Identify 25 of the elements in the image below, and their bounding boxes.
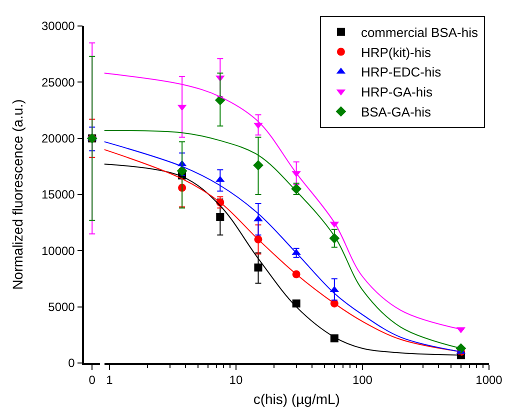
point <box>330 334 338 342</box>
x-tick-label: 1000 <box>476 373 503 388</box>
y-tick-label: 25000 <box>41 75 76 90</box>
point <box>292 299 300 308</box>
y-tick-label: 10000 <box>41 244 76 258</box>
y-tick-label: 0 <box>68 356 76 370</box>
legend-label: HRP(kit)-his <box>360 44 432 60</box>
x-tick-label: 0 <box>88 373 96 388</box>
point <box>176 166 188 176</box>
y-tick-label: 15000 <box>41 188 76 202</box>
x-tick-label: 10 <box>229 373 243 388</box>
x-tick-label: 100 <box>352 373 373 388</box>
y-tick-label: 20000 <box>41 132 76 146</box>
y-tick-label: 30000 <box>41 19 76 34</box>
y-axis-title: Normalized fluorescence (a.u.) <box>10 99 26 290</box>
y-tick-label: 5000 <box>48 300 76 314</box>
point <box>253 160 264 170</box>
x-tick-label: 1 <box>106 373 114 388</box>
legend-label: BSA-GA-his <box>360 104 432 120</box>
legend-label: HRP-GA-his <box>360 84 433 100</box>
x-axis-title: c(his) (µg/mL) <box>253 390 340 407</box>
point <box>254 264 262 272</box>
legend-label: commercial BSA-his <box>360 24 478 40</box>
point <box>216 212 224 221</box>
legend-label: HRP-EDC-his <box>360 64 442 80</box>
